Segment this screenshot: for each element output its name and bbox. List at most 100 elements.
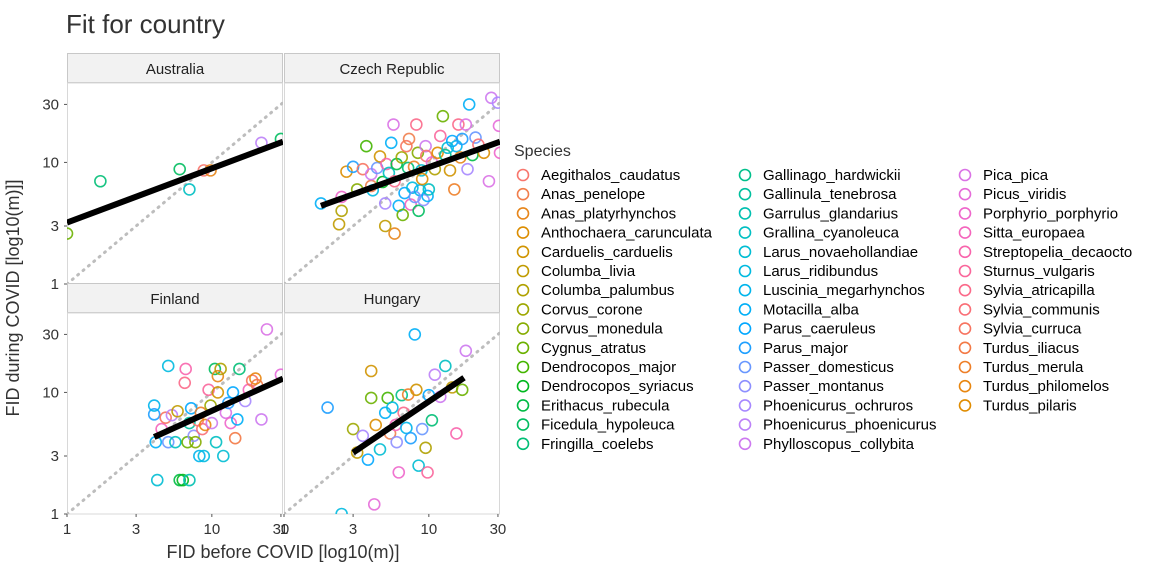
- legend-label-turdus-merula: Turdus_merula: [983, 359, 1084, 376]
- legend-key-turdus-iliacus: [958, 341, 972, 355]
- legend-label-passer-montanus: Passer_montanus: [763, 378, 884, 395]
- data-point-hungary-33: [439, 359, 452, 373]
- legend-item-columba-livia: Columba_livia: [516, 263, 636, 280]
- legend-item-sturnus-vulgaris: Sturnus_vulgaris: [958, 263, 1095, 280]
- data-point-czech-republic-44: [421, 189, 434, 203]
- x-axis-title: FID before COVID [log10(m)]: [166, 542, 399, 562]
- data-point-australia-1: [94, 174, 107, 188]
- data-point-hungary-9: [369, 418, 383, 432]
- fit-line-finland: [152, 375, 283, 440]
- legend-item-turdus-pilaris: Turdus_pilaris: [958, 397, 1077, 414]
- data-point-finland-35: [217, 449, 230, 463]
- legend-key-anas-platyrhynchos: [516, 207, 530, 220]
- panel-plot-area-czech-republic: [284, 91, 500, 284]
- legend-label-turdus-iliacus: Turdus_iliacus: [983, 340, 1079, 357]
- legend-key-fringilla-coelebs: [516, 437, 530, 451]
- x-tick-label-finland-1: 3: [132, 521, 140, 538]
- legend-key-erithacus-rubecula: [516, 399, 530, 412]
- legend-key-columba-palumbus: [516, 283, 530, 297]
- data-point-hungary-18: [395, 388, 409, 402]
- legend-label-turdus-pilaris: Turdus_pilaris: [983, 397, 1077, 414]
- data-point-czech-republic-40: [415, 172, 429, 186]
- legend-label-corvus-corone: Corvus_corone: [541, 301, 643, 318]
- legend-item-turdus-philomelos: Turdus_philomelos: [958, 378, 1109, 395]
- legend-item-aegithalos-caudatus: Aegithalos_caudatus: [516, 167, 680, 184]
- panel-finland: Finland: [67, 283, 283, 515]
- legend-key-sitta-europaea: [958, 226, 972, 239]
- data-point-czech-republic-61: [461, 162, 474, 176]
- legend-label-carduelis-carduelis: Carduelis_carduelis: [541, 244, 673, 261]
- legend-key-turdus-pilaris: [958, 399, 972, 412]
- legend-item-phylloscopus-collybita: Phylloscopus_collybita: [738, 436, 915, 453]
- legend-item-porphyrio-porphyrio: Porphyrio_porphyrio: [958, 205, 1118, 222]
- data-point-finland-26: [198, 418, 212, 432]
- data-point-czech-republic-15: [378, 197, 392, 210]
- data-point-hungary-30: [425, 413, 439, 427]
- data-point-czech-republic-52: [441, 141, 455, 155]
- strip-czech-republic: [284, 53, 500, 83]
- legend-label-picus-viridis: Picus_viridis: [983, 186, 1066, 203]
- data-point-czech-republic-71: [493, 146, 500, 160]
- legend-label-columba-palumbus: Columba_palumbus: [541, 282, 674, 299]
- strip-label-finland: Finland: [150, 291, 199, 308]
- legend-key-parus-major: [738, 341, 752, 355]
- data-point-czech-republic-26: [396, 208, 409, 222]
- legend-key-columba-livia: [516, 264, 530, 278]
- data-point-hungary-17: [392, 466, 406, 479]
- data-point-finland-30: [208, 362, 222, 376]
- legend-key-phylloscopus-collybita: [738, 437, 752, 451]
- data-point-czech-republic-53: [443, 164, 457, 177]
- legend-item-gallinago-hardwickii: Gallinago_hardwickii: [738, 167, 901, 184]
- fit-line-australia: [67, 138, 283, 226]
- y-tick-label-finland-3: 30: [42, 326, 59, 343]
- legend-item-parus-caeruleus: Parus_caeruleus: [738, 321, 876, 338]
- data-point-hungary-36: [455, 383, 469, 397]
- legend-label-parus-caeruleus: Parus_caeruleus: [763, 321, 876, 338]
- data-point-finland-49: [260, 323, 274, 336]
- data-point-czech-republic-30: [402, 132, 416, 146]
- legend-label-ficedula-hypoleuca: Ficedula_hypoleuca: [541, 417, 675, 434]
- legend-key-cygnus-atratus: [516, 341, 530, 355]
- y-tick-label-finland-0: 1: [51, 506, 59, 523]
- data-point-finland-7: [161, 359, 175, 373]
- legend-item-fringilla-coelebs: Fringilla_coelebs: [516, 436, 654, 453]
- legend-key-parus-caeruleus: [738, 322, 752, 335]
- legend-item-columba-palumbus: Columba_palumbus: [516, 282, 674, 299]
- legend-label-sylvia-curruca: Sylvia_curruca: [983, 321, 1082, 338]
- legend-key-sylvia-atricapilla: [958, 283, 972, 297]
- legend-key-porphyrio-porphyrio: [958, 207, 972, 220]
- data-point-czech-republic-69: [491, 96, 500, 109]
- data-point-czech-republic-20: [387, 118, 400, 131]
- data-point-finland-39: [226, 386, 240, 399]
- x-tick-label-hungary-2: 10: [420, 521, 437, 538]
- data-point-hungary-5: [361, 453, 375, 466]
- data-point-finland-32: [211, 369, 225, 383]
- data-point-finland-16: [183, 473, 196, 487]
- legend-item-corvus-monedula: Corvus_monedula: [516, 321, 663, 338]
- data-point-finland-29: [205, 416, 219, 430]
- x-tick-label-hungary-3: 30: [490, 521, 507, 538]
- legend-item-passer-domesticus: Passer_domesticus: [738, 359, 894, 376]
- legend-key-phoenicurus-phoenicurus: [738, 418, 752, 431]
- data-point-finland-42: [233, 362, 246, 376]
- legend-label-streptopelia-decaocto: Streptopelia_decaocto: [983, 244, 1132, 261]
- legend-key-sylvia-communis: [958, 303, 972, 316]
- legend-label-dendrocopos-syriacus: Dendrocopos_syriacus: [541, 378, 694, 395]
- legend-item-carduelis-carduelis: Carduelis_carduelis: [516, 244, 673, 261]
- data-point-czech-republic-49: [434, 129, 447, 143]
- strip-australia: [67, 53, 283, 83]
- reference-line-australia: [67, 101, 283, 284]
- legend-label-anas-penelope: Anas_penelope: [541, 186, 645, 203]
- reference-line-czech-republic: [284, 101, 500, 284]
- panel-border-hungary: [284, 312, 500, 515]
- data-point-hungary-37: [459, 344, 473, 358]
- data-point-czech-republic-42: [419, 139, 432, 153]
- legend-label-sylvia-communis: Sylvia_communis: [983, 301, 1100, 318]
- data-point-hungary-10: [373, 443, 387, 456]
- data-point-finland-31: [209, 435, 223, 449]
- legend-item-sylvia-atricapilla: Sylvia_atricapilla: [958, 282, 1095, 299]
- legend-label-parus-major: Parus_major: [763, 340, 848, 357]
- legend-item-streptopelia-decaocto: Streptopelia_decaocto: [958, 244, 1132, 261]
